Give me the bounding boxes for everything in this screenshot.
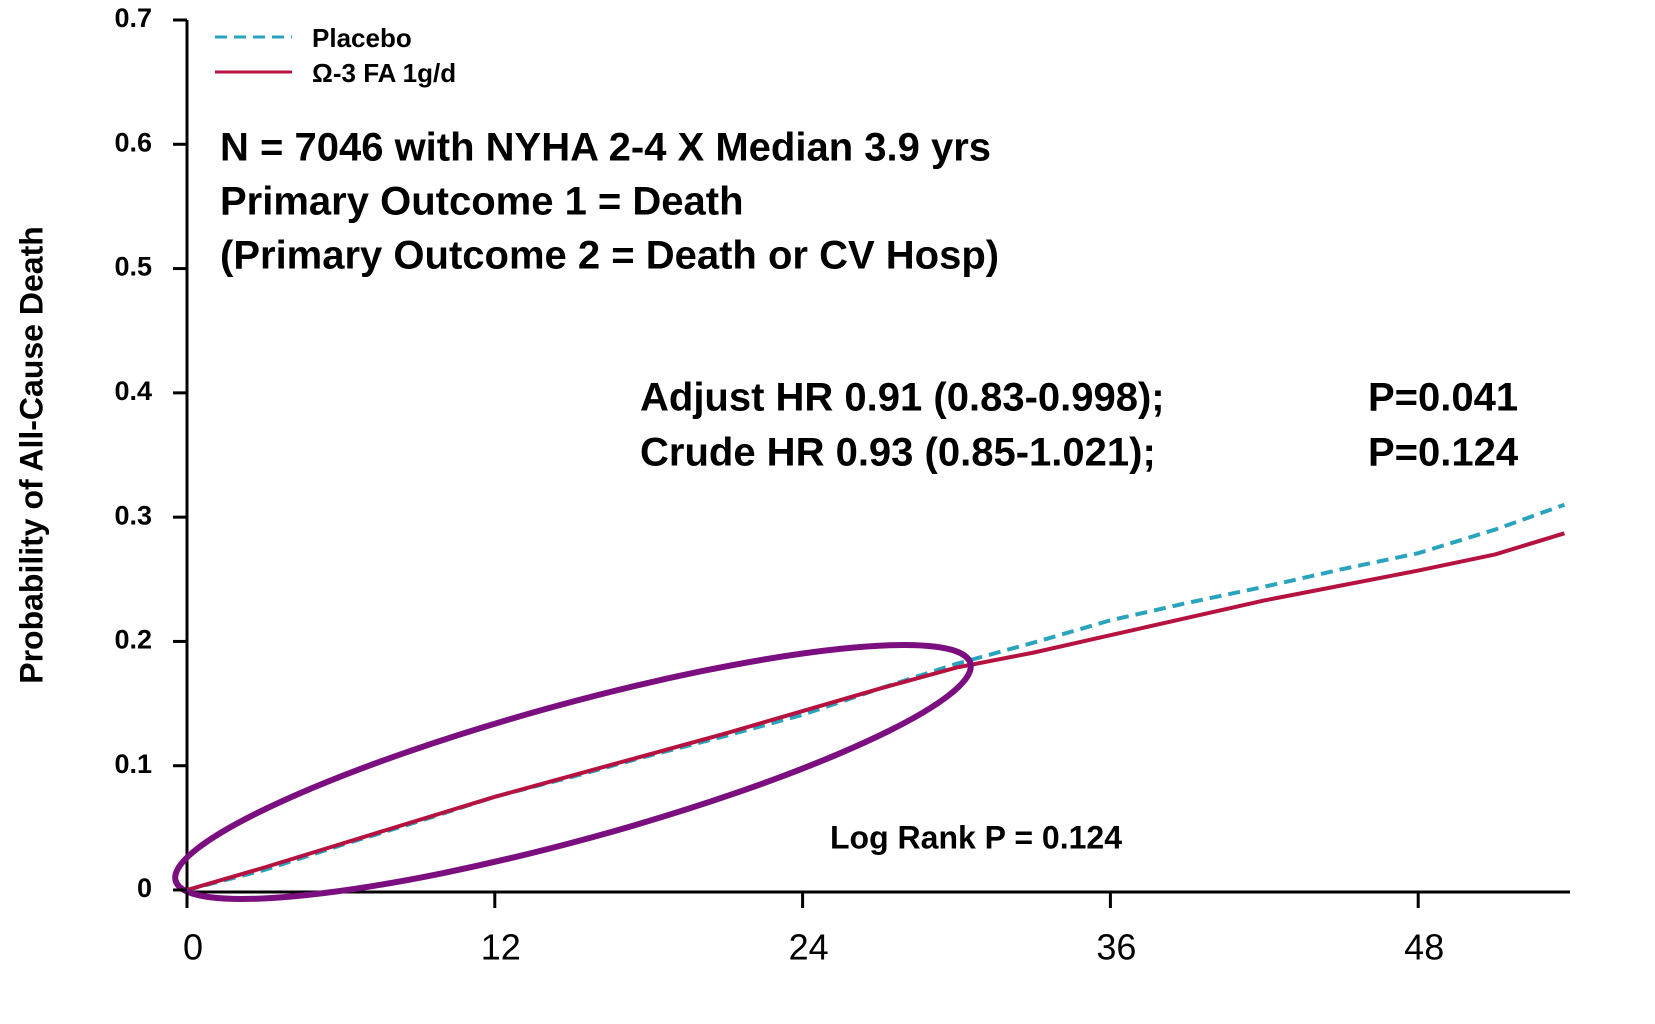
annotation: Primary Outcome 1 = Death bbox=[220, 180, 744, 224]
x-tick-label: 36 bbox=[1096, 927, 1136, 968]
series-line bbox=[186, 531, 1565, 892]
y-tick-label: 0.2 bbox=[114, 625, 152, 655]
x-tick-label: 48 bbox=[1404, 927, 1444, 968]
annotation: Crude HR 0.93 (0.85-1.021); bbox=[640, 431, 1156, 475]
y-axis-label: Probability of All-Cause Death bbox=[13, 226, 49, 684]
x-tick-label: 12 bbox=[481, 927, 521, 968]
annotation: (Primary Outcome 2 = Death or CV Hosp) bbox=[220, 234, 999, 278]
y-tick-label: 0.3 bbox=[114, 500, 152, 530]
x-tick-label: 24 bbox=[789, 927, 829, 968]
y-tick-label: 0.5 bbox=[114, 252, 152, 282]
annotation: Log Rank P = 0.124 bbox=[830, 819, 1122, 855]
annotation: P=0.124 bbox=[1368, 431, 1519, 475]
y-tick-label: 0.7 bbox=[114, 3, 152, 33]
annotation: Adjust HR 0.91 (0.83-0.998); bbox=[640, 376, 1165, 420]
y-tick-label: 0.4 bbox=[114, 376, 152, 406]
series-line bbox=[186, 502, 1566, 892]
legend-label: Placebo bbox=[312, 23, 412, 53]
x-tick-label: 0 bbox=[183, 927, 203, 968]
annotation: N = 7046 with NYHA 2-4 X Median 3.9 yrs bbox=[220, 126, 991, 170]
y-tick-label: 0 bbox=[137, 873, 152, 903]
legend-label: Ω-3 FA 1g/d bbox=[312, 58, 456, 88]
y-tick-label: 0.1 bbox=[114, 749, 152, 779]
annotation: P=0.041 bbox=[1368, 376, 1518, 420]
highlight-ellipse bbox=[172, 642, 974, 902]
y-tick-label: 0.6 bbox=[114, 127, 152, 157]
